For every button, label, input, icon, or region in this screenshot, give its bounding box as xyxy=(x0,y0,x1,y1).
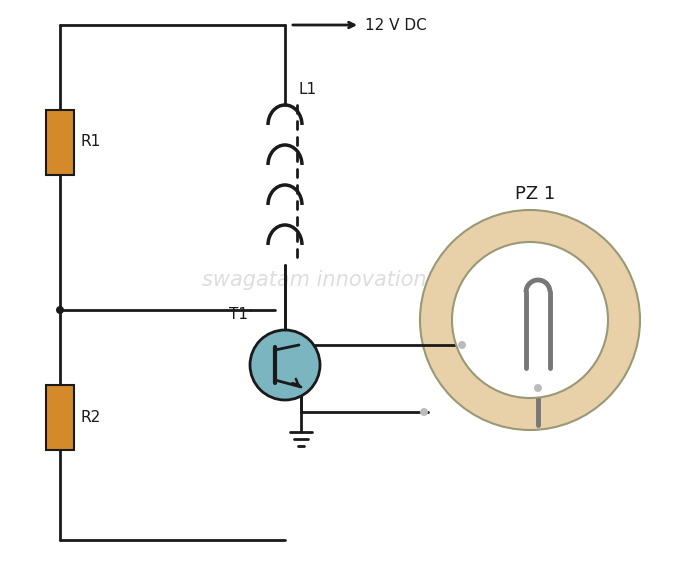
Text: 12 V DC: 12 V DC xyxy=(365,17,426,33)
Circle shape xyxy=(452,242,608,398)
Bar xyxy=(46,110,74,175)
Text: R2: R2 xyxy=(80,409,100,424)
Circle shape xyxy=(250,330,320,400)
Circle shape xyxy=(420,210,640,430)
Text: L1: L1 xyxy=(299,82,317,98)
Bar xyxy=(46,385,74,450)
Text: PZ 1: PZ 1 xyxy=(515,185,555,203)
Text: T1: T1 xyxy=(229,307,248,322)
Text: swagatam innovations: swagatam innovations xyxy=(202,270,438,290)
Text: R1: R1 xyxy=(80,135,100,150)
Circle shape xyxy=(420,408,428,416)
Circle shape xyxy=(458,341,466,349)
Circle shape xyxy=(56,306,64,314)
Circle shape xyxy=(534,384,542,392)
